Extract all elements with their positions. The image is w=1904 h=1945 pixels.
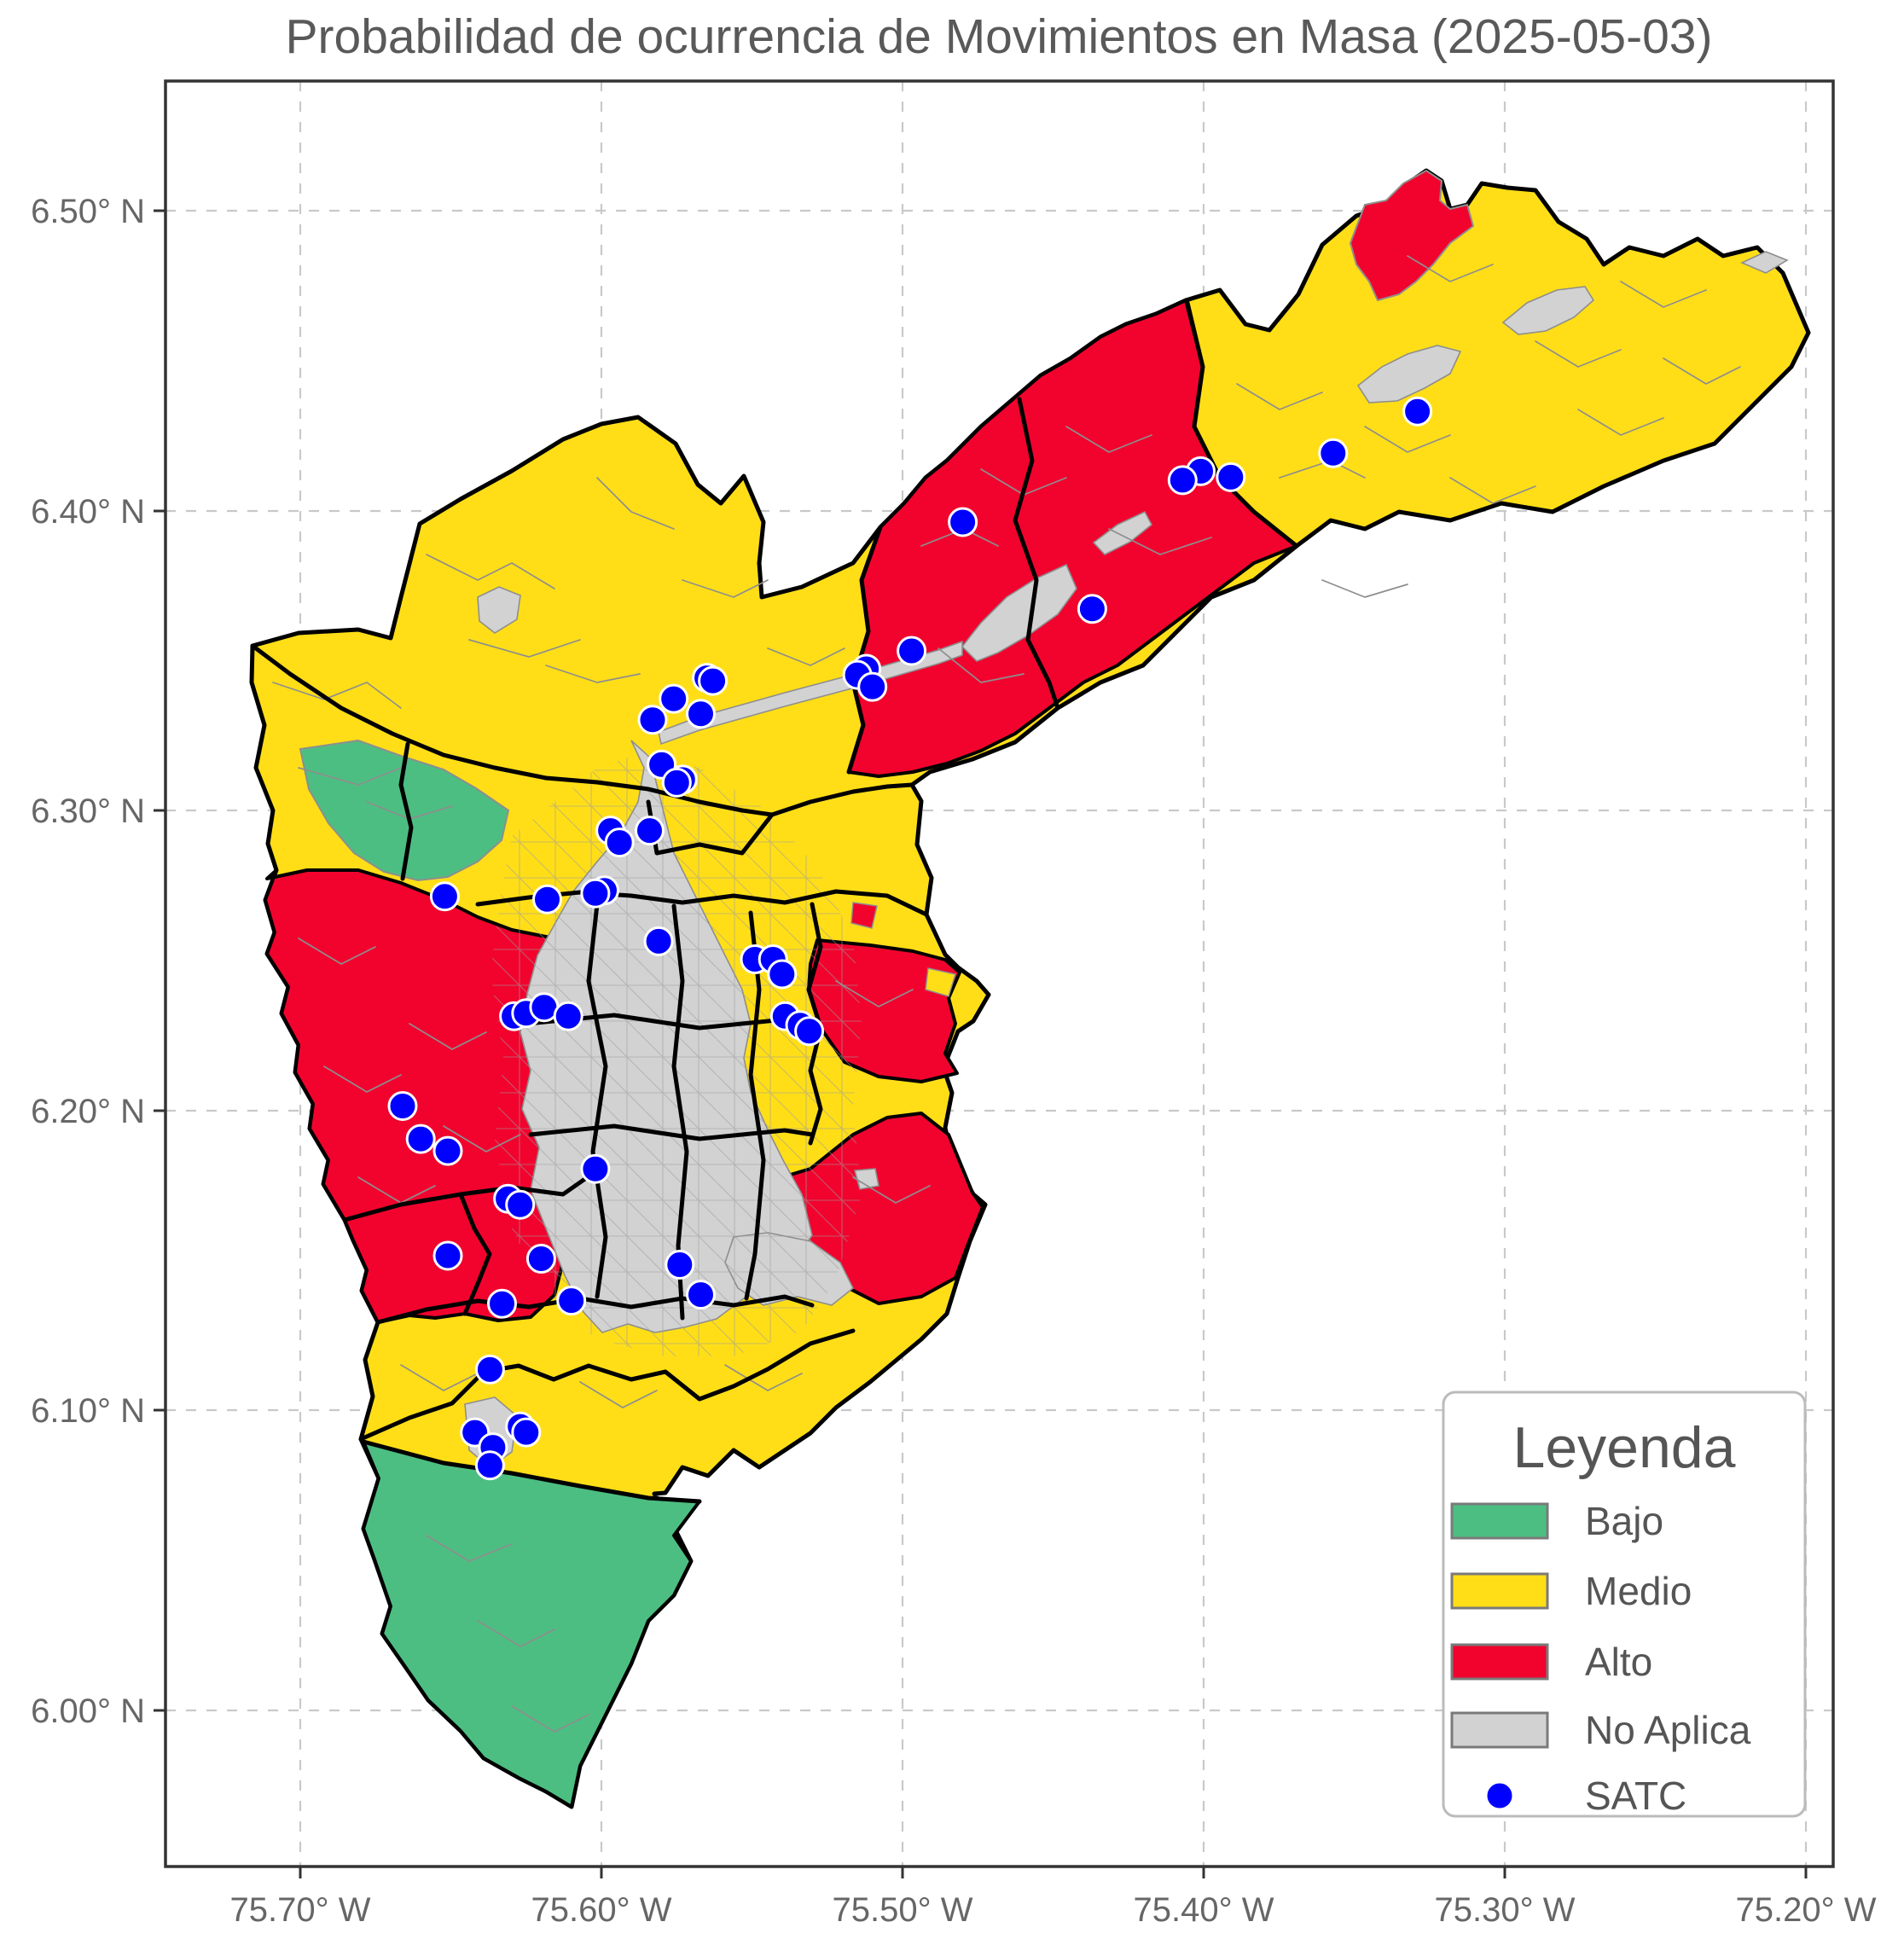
- y-tick-620: 6.20° N: [31, 1093, 145, 1130]
- legend-point-icon: [1484, 1780, 1515, 1811]
- satc-point: [1167, 465, 1198, 496]
- satc-point: [665, 1250, 695, 1280]
- legend: Leyenda Bajo Medio Alto No Aplica SATC: [1442, 1391, 1807, 1818]
- satc-point: [698, 665, 729, 696]
- satc-point: [525, 1244, 556, 1274]
- satc-point: [432, 1240, 463, 1271]
- satc-point: [1318, 438, 1349, 468]
- region-noaplica-ne-1: [1092, 510, 1153, 555]
- satc-point: [405, 1123, 436, 1154]
- page-title: Probabilidad de ocurrencia de Movimiento…: [286, 9, 1713, 64]
- satc-point: [794, 1016, 825, 1047]
- x-tick-7570: 75.70° W: [230, 1891, 371, 1929]
- region-alto-northeast-top: [1349, 169, 1475, 302]
- legend-swatch-medio: [1450, 1572, 1549, 1610]
- legend-label-alto: Alto: [1585, 1640, 1652, 1684]
- legend-swatch-bajo: [1450, 1502, 1549, 1540]
- satc-point: [857, 671, 888, 702]
- satc-point: [487, 1288, 517, 1319]
- satc-point: [897, 636, 927, 666]
- satc-point: [432, 1135, 463, 1166]
- satc-point: [474, 1354, 505, 1385]
- x-tick-7530: 75.30° W: [1435, 1891, 1576, 1929]
- satc-point: [580, 1153, 611, 1184]
- satc-point: [1077, 594, 1107, 624]
- region-bajo-west: [299, 739, 510, 882]
- satc-point: [767, 959, 798, 990]
- satc-point: [553, 1001, 583, 1031]
- legend-rows: Bajo Medio Alto No Aplica SATC: [1450, 1499, 1751, 1818]
- satc-point: [556, 1286, 587, 1316]
- y-tick-640: 6.40° N: [31, 493, 145, 531]
- region-alto-small-3: [850, 902, 878, 929]
- legend-swatch-alto: [1450, 1643, 1549, 1681]
- x-tick-7540: 75.40° W: [1134, 1891, 1274, 1929]
- region-noaplica-river-blob: [961, 563, 1077, 662]
- legend-label-no-aplica: No Aplica: [1585, 1708, 1751, 1752]
- region-alto-northeast-band: [847, 299, 1298, 778]
- region-noaplica-ne-3: [1501, 286, 1595, 335]
- satc-point: [686, 1280, 716, 1310]
- x-tick-7520: 75.20° W: [1736, 1891, 1877, 1929]
- region-noaplica-nw: [477, 586, 521, 634]
- satc-point: [474, 1450, 505, 1481]
- satc-point: [580, 878, 611, 909]
- satc-point: [637, 705, 668, 735]
- satc-point: [604, 827, 635, 858]
- satc-point: [661, 767, 692, 798]
- y-tick-650: 6.50° N: [31, 193, 145, 230]
- satc-point: [429, 881, 460, 912]
- legend-label-medio: Medio: [1585, 1569, 1692, 1613]
- satc-point: [1216, 462, 1246, 492]
- y-tick-610: 6.10° N: [31, 1392, 145, 1430]
- legend-label-satc: SATC: [1585, 1774, 1686, 1818]
- plot-frame: [164, 79, 1835, 1868]
- satc-point: [511, 1417, 542, 1448]
- region-noaplica-river-strip: [658, 640, 963, 746]
- x-tick-7560: 75.60° W: [531, 1891, 672, 1929]
- y-tick-600: 6.00° N: [31, 1692, 145, 1730]
- satc-point: [948, 507, 978, 537]
- satc-point: [635, 816, 665, 846]
- satc-point: [659, 683, 689, 714]
- region-medio-pocket: [925, 967, 956, 997]
- satc-point: [686, 699, 716, 729]
- region-noaplica-ne-2: [1356, 345, 1462, 404]
- satc-point: [505, 1189, 536, 1220]
- satc-point: [643, 926, 674, 956]
- legend-title: Leyenda: [1513, 1415, 1736, 1480]
- x-axis: 75.70° W 75.60° W 75.50° W 75.40° W 75.3…: [230, 1867, 1877, 1929]
- region-noaplica-ne-4: [1740, 251, 1789, 274]
- legend-box: [1442, 1391, 1807, 1818]
- x-tick-7550: 75.50° W: [833, 1891, 973, 1929]
- y-tick-630: 6.30° N: [31, 793, 145, 830]
- y-axis: 6.50° N 6.40° N 6.30° N 6.20° N 6.10° N …: [31, 193, 165, 1730]
- legend-swatch-no-aplica: [1450, 1711, 1549, 1749]
- satc-point: [1402, 396, 1433, 427]
- satc-point: [387, 1091, 418, 1121]
- satc-dots: [387, 396, 1433, 1481]
- satc-point: [532, 884, 562, 914]
- legend-label-bajo: Bajo: [1585, 1499, 1663, 1543]
